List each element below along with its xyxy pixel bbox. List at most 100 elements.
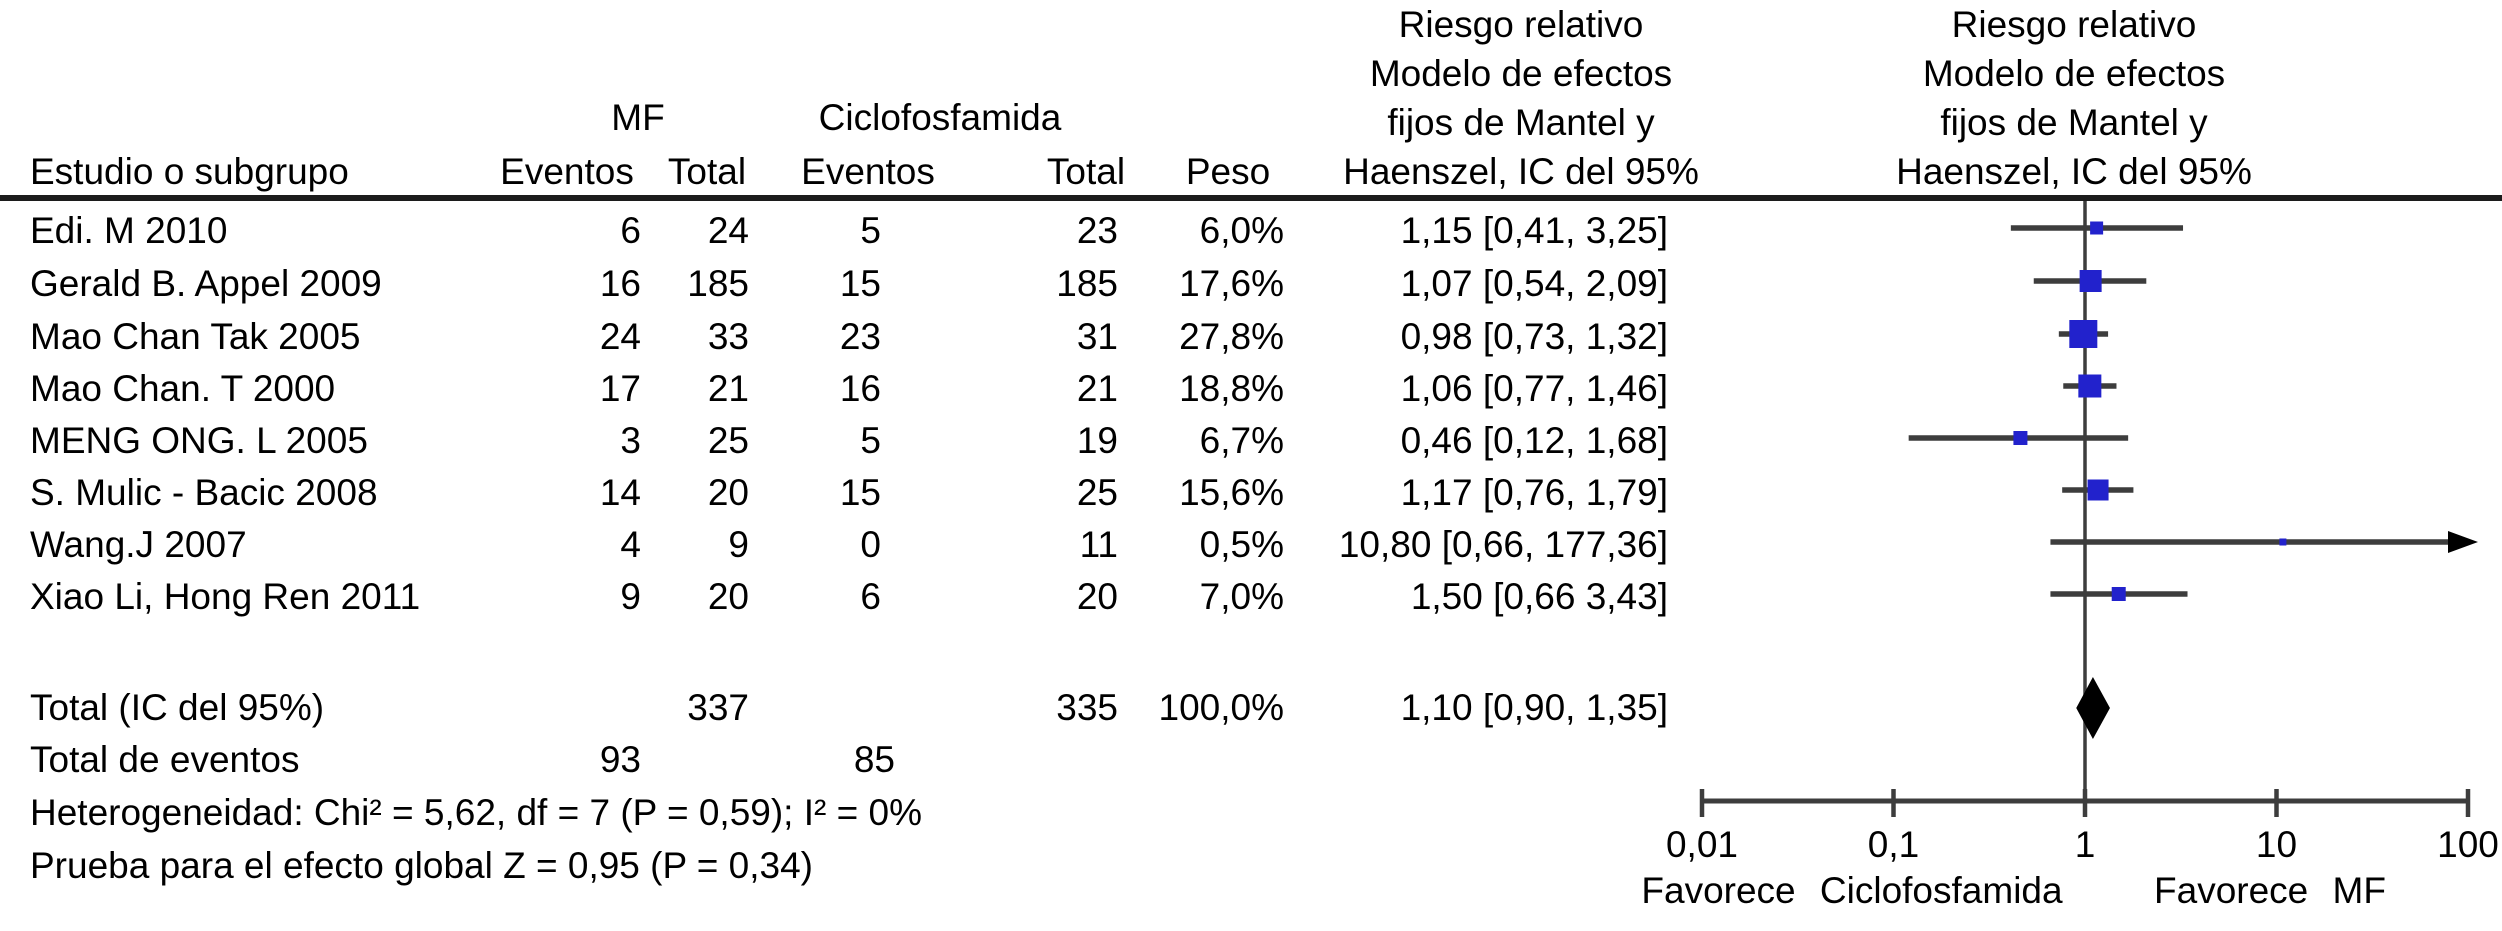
cyc-total-column-header: Total — [1046, 151, 1126, 192]
mf-total-value: 33 — [707, 316, 749, 357]
cyc-total-value: 31 — [1076, 316, 1118, 357]
x-axis-tick-label: 10 — [2255, 824, 2298, 865]
total-events-label: Total de eventos — [30, 739, 300, 780]
cyc-total-value: 21 — [1076, 368, 1118, 409]
cyc-events-value: 5 — [860, 210, 881, 251]
effect-square — [2090, 221, 2104, 235]
cyc-events-value: 6 — [860, 576, 881, 617]
rr-ci-value: 10,80 [0,66, 177,36] — [1338, 524, 1668, 565]
study-name: Edi. M 2010 — [30, 210, 228, 251]
mf-events-value: 4 — [620, 524, 641, 565]
mf-total-value: 185 — [687, 263, 749, 304]
study-name: Xiao Li, Hong Ren 2011 — [30, 576, 421, 617]
study-column-header: Estudio o subgrupo — [30, 151, 349, 192]
total-weight: 100,0% — [1158, 687, 1285, 728]
effect-square — [2069, 320, 2098, 348]
weight-value: 15,6% — [1179, 472, 1284, 513]
mf-events-value: 9 — [620, 576, 641, 617]
cyc-total-value: 23 — [1076, 210, 1118, 251]
mf-total-value: 24 — [707, 210, 749, 251]
cyc-events-value: 15 — [839, 263, 881, 304]
effect-square — [2078, 374, 2102, 398]
mf-total-column-header: Total — [667, 151, 747, 192]
cyc-events-value: 5 — [860, 420, 881, 461]
total-rr-ci: 1,10 [0,90, 1,35] — [1400, 687, 1668, 728]
rr-header-line: Haenszel, IC del 95% — [1896, 151, 2252, 192]
cyc-events-value: 0 — [860, 524, 881, 565]
rr-header-line: fijos de Mantel y — [1387, 102, 1655, 143]
mf-events-value: 24 — [599, 316, 641, 357]
weight-value: 7,0% — [1199, 576, 1284, 617]
favors-left-label: Favorece Ciclofosfamida — [1641, 870, 2063, 911]
overall-effect-test-text: Prueba para el efecto global Z = 0,95 (P… — [30, 845, 813, 886]
mf-events-column-header: Eventos — [500, 151, 634, 192]
cyc-events-value: 15 — [839, 472, 881, 513]
study-name: S. Mulic - Bacic 2008 — [30, 472, 378, 513]
mf-total-value: 25 — [707, 420, 749, 461]
header-divider-rule — [0, 195, 2502, 201]
relative-risk-text-column-header: Riesgo relativo Modelo de efectos fijos de… — [1221, 0, 1821, 196]
mf-events-value: 14 — [599, 472, 641, 513]
relative-risk-plot-column-header: Riesgo relativo Modelo de efectos fijos de… — [1774, 0, 2374, 196]
rr-ci-value: 1,15 [0,41, 3,25] — [1400, 210, 1668, 251]
mf-events-value: 6 — [620, 210, 641, 251]
x-axis-tick-label: 100 — [2437, 824, 2499, 865]
cyc-total-value: 25 — [1076, 472, 1118, 513]
total-mf-total: 337 — [687, 687, 749, 728]
mf-group-header: MF — [611, 97, 665, 138]
effect-square — [2079, 270, 2102, 292]
rr-header-line: Modelo de efectos — [1369, 53, 1673, 94]
total-diamond — [2076, 677, 2110, 739]
weight-value: 6,0% — [1199, 210, 1284, 251]
mf-events-value: 16 — [599, 263, 641, 304]
total-events-cyc: 85 — [853, 739, 895, 780]
cyc-events-value: 23 — [839, 316, 881, 357]
cyc-events-value: 16 — [839, 368, 881, 409]
cyc-total-value: 11 — [1079, 524, 1118, 565]
rr-ci-value: 1,07 [0,54, 2,09] — [1400, 263, 1668, 304]
total-events-mf: 93 — [599, 739, 641, 780]
mf-events-value: 3 — [620, 420, 641, 461]
mf-total-value: 21 — [707, 368, 749, 409]
study-name: Gerald B. Appel 2009 — [30, 263, 382, 304]
total-row-label: Total (IC del 95%) — [30, 687, 325, 728]
effect-square — [2111, 587, 2126, 601]
weight-value: 18,8% — [1179, 368, 1284, 409]
weight-value: 27,8% — [1179, 316, 1284, 357]
study-name: Mao Chan Tak 2005 — [30, 316, 361, 357]
x-axis-tick-label: 0,01 — [1665, 824, 1738, 865]
cyc-total-value: 185 — [1056, 263, 1118, 304]
mf-total-value: 20 — [707, 472, 749, 513]
x-axis-tick-label: 0,1 — [1867, 824, 1920, 865]
cyclophosphamide-group-header: Ciclofosfamida — [818, 97, 1062, 138]
rr-ci-value: 0,98 [0,73, 1,32] — [1400, 316, 1668, 357]
effect-square — [2013, 431, 2028, 445]
rr-header-line: Modelo de efectos — [1922, 53, 2226, 94]
weight-value: 17,6% — [1179, 263, 1284, 304]
rr-header-line: Haenszel, IC del 95% — [1343, 151, 1699, 192]
mf-total-value: 9 — [728, 524, 749, 565]
mf-total-value: 20 — [707, 576, 749, 617]
rr-ci-value: 1,17 [0,76, 1,79] — [1400, 472, 1668, 513]
rr-header-line: Riesgo relativo — [1398, 4, 1644, 45]
cyc-total-value: 19 — [1076, 420, 1118, 461]
rr-header-line: Riesgo relativo — [1951, 4, 2197, 45]
weight-column-header: Peso — [1185, 151, 1271, 192]
ci-arrow-right — [2448, 531, 2478, 553]
effect-square — [2279, 538, 2287, 546]
rr-ci-value: 1,50 [0,66 3,43] — [1410, 576, 1668, 617]
rr-header-line: fijos de Mantel y — [1940, 102, 2208, 143]
study-name: MENG ONG. L 2005 — [30, 420, 368, 461]
rr-ci-value: 0,46 [0,12, 1,68] — [1400, 420, 1668, 461]
cyc-events-column-header: Eventos — [801, 151, 935, 192]
total-cyc-total: 335 — [1056, 687, 1118, 728]
mf-events-value: 17 — [599, 368, 641, 409]
favors-right-label: Favorece MF — [2154, 870, 2386, 911]
weight-value: 6,7% — [1199, 420, 1284, 461]
rr-ci-value: 1,06 [0,77, 1,46] — [1400, 368, 1668, 409]
cyc-total-value: 20 — [1076, 576, 1118, 617]
effect-square — [2087, 479, 2109, 501]
study-name: Wang.J 2007 — [30, 524, 247, 565]
